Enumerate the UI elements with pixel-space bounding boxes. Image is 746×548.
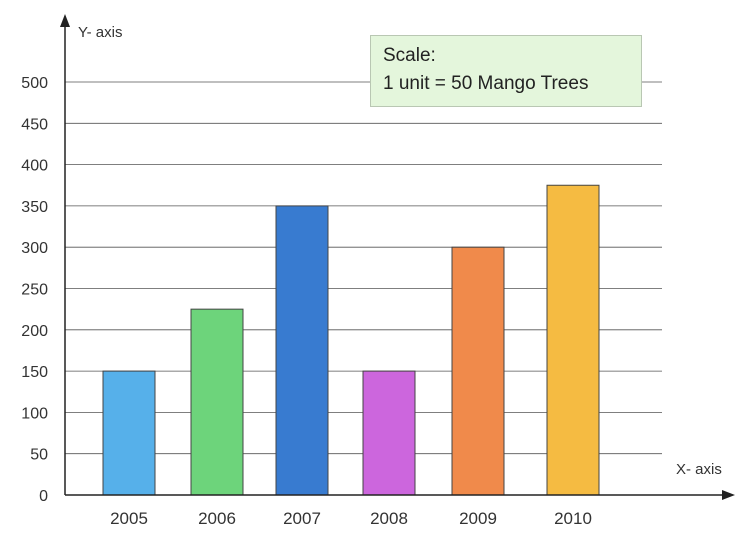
bar-2009 <box>451 246 505 496</box>
y-tick-label: 500 <box>21 75 48 92</box>
y-tick-label: 450 <box>21 116 48 133</box>
y-axis-title: Y- axis <box>78 24 122 41</box>
bars <box>102 184 600 496</box>
scale-heading: Scale: <box>383 45 436 66</box>
y-tick-label: 300 <box>21 240 48 257</box>
scale-text: 1 unit = 50 Mango Trees <box>383 73 589 94</box>
x-axis-title: X- axis <box>676 461 722 478</box>
bar-2010 <box>546 184 600 496</box>
bar-2008 <box>362 370 416 496</box>
bar-2006 <box>190 308 244 496</box>
x-tick-label: 2007 <box>283 509 321 528</box>
x-tick-label: 2005 <box>110 509 148 528</box>
y-tick-label: 100 <box>21 405 48 422</box>
x-tick-label: 2006 <box>198 509 236 528</box>
y-tick-label: 200 <box>21 323 48 340</box>
bar-2005 <box>102 370 156 496</box>
y-axis-arrow-icon <box>60 14 70 27</box>
scale-note: Scale: 1 unit = 50 Mango Trees <box>370 35 642 107</box>
x-axis-arrow-icon <box>722 490 735 500</box>
y-tick-label: 350 <box>21 199 48 216</box>
x-tick-label: 2008 <box>370 509 408 528</box>
y-tick-label: 150 <box>21 364 48 381</box>
x-tick-label: 2010 <box>554 509 592 528</box>
y-tick-label: 250 <box>21 282 48 299</box>
y-tick-labels: 0 50 100 150 200 250 300 350 400 450 500 <box>21 75 48 505</box>
y-tick-label: 50 <box>30 447 48 464</box>
x-tick-label: 2009 <box>459 509 497 528</box>
x-tick-labels: 2005 2006 2007 2008 2009 2010 <box>110 509 592 528</box>
y-tick-label: 0 <box>39 488 48 505</box>
bar-2007 <box>275 205 329 496</box>
y-tick-label: 400 <box>21 158 48 175</box>
